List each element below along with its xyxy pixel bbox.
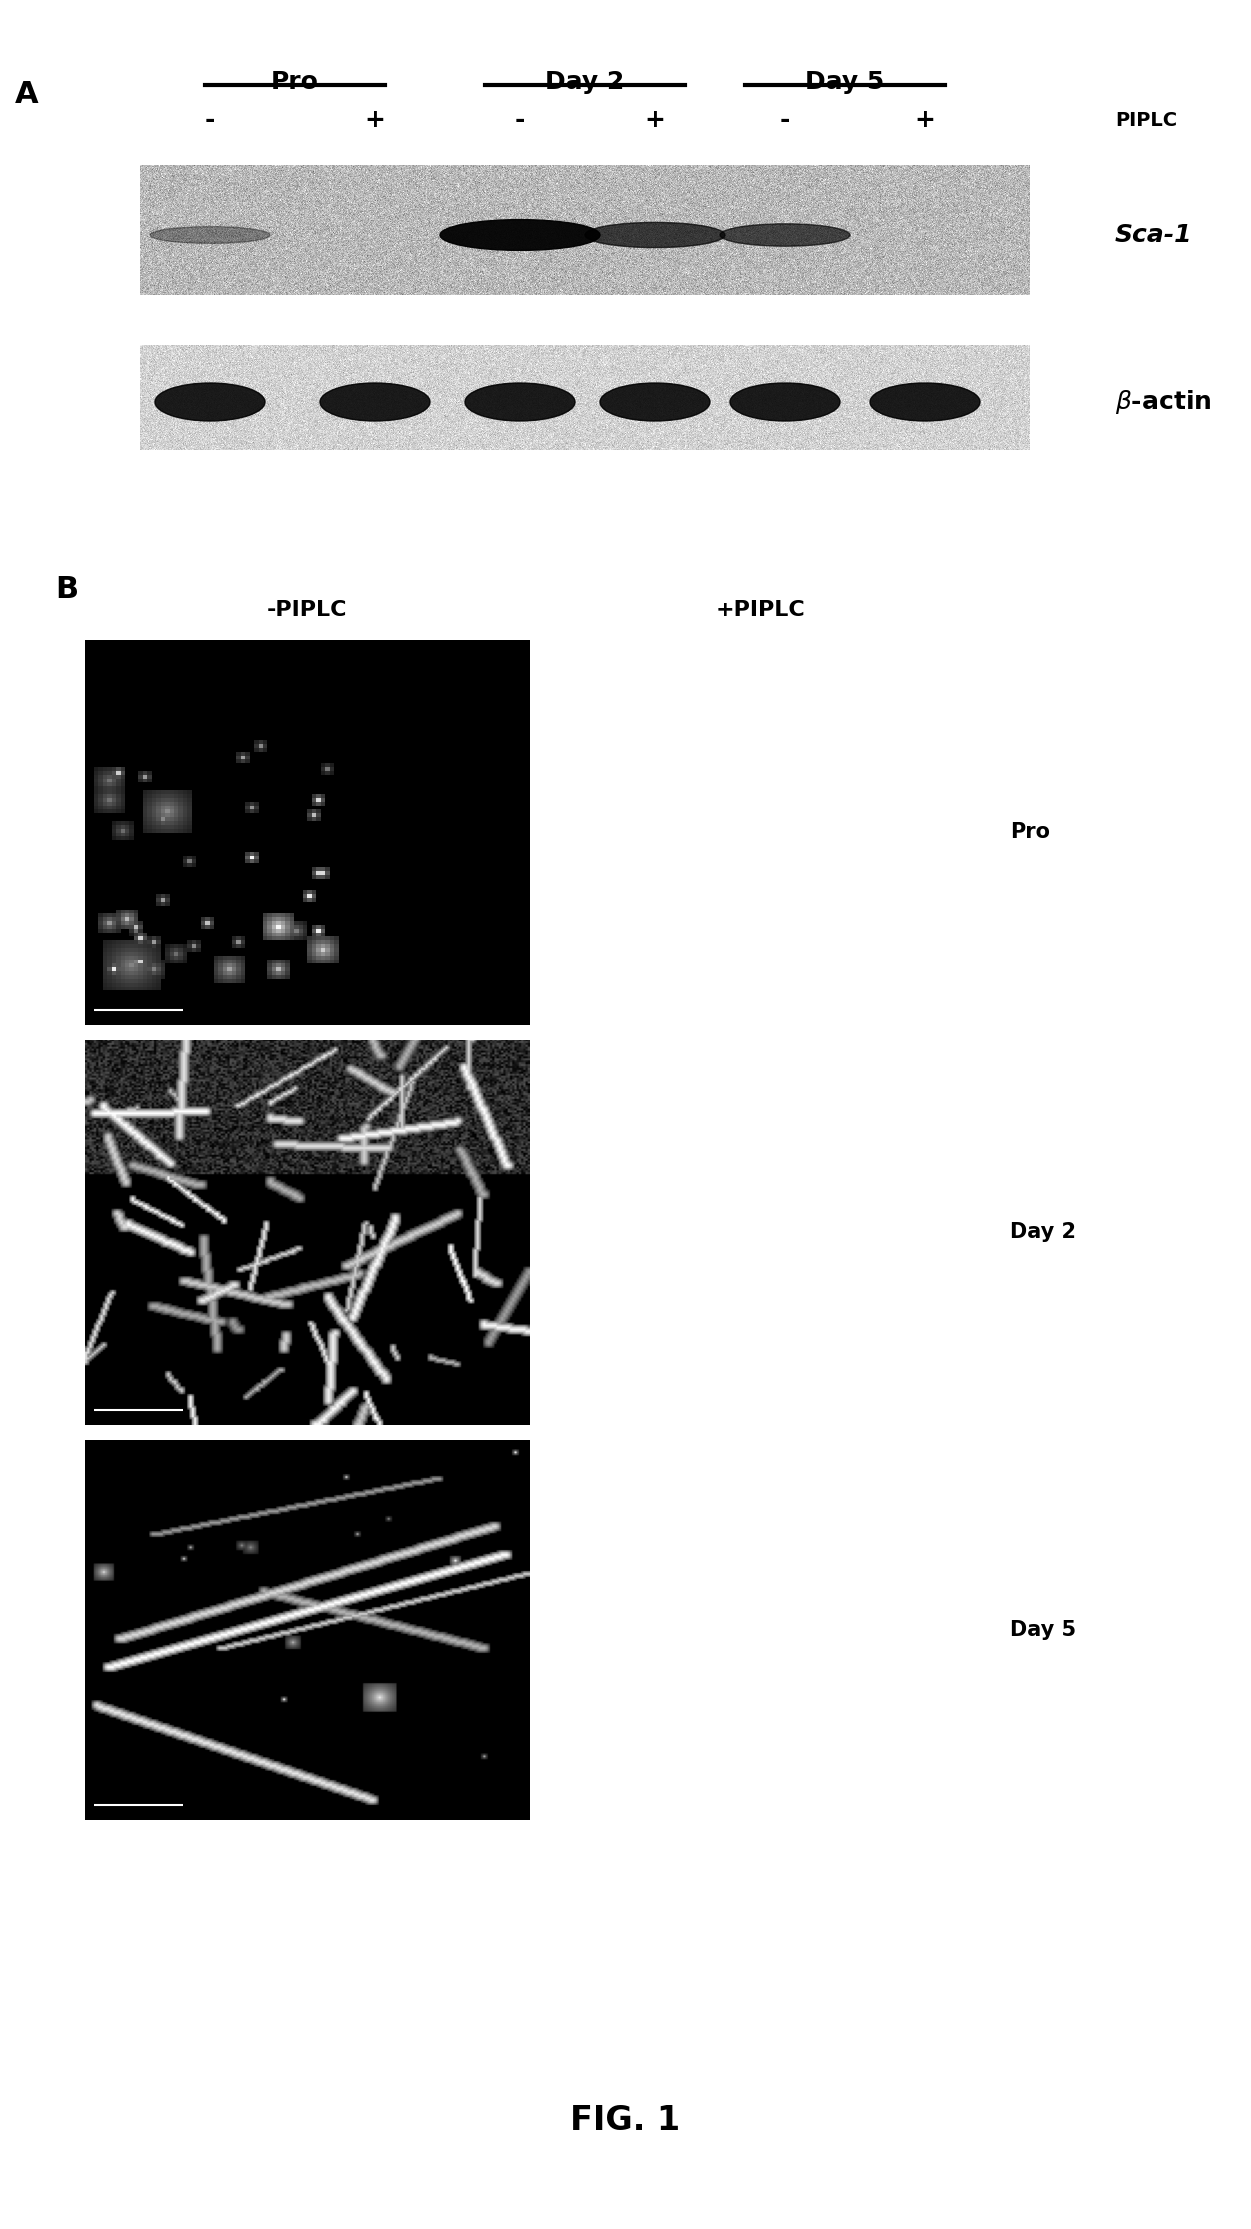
Ellipse shape [721, 223, 849, 245]
Text: FIG. 1: FIG. 1 [570, 2104, 681, 2138]
Text: A: A [15, 80, 39, 109]
Text: +: + [644, 107, 666, 132]
Text: -: - [205, 107, 215, 132]
Ellipse shape [585, 223, 726, 247]
Text: -: - [779, 107, 791, 132]
Text: -PIPLC: -PIPLC [266, 600, 348, 620]
Ellipse shape [320, 383, 430, 421]
Text: +: + [914, 107, 936, 132]
Text: Pro: Pro [1010, 823, 1050, 843]
Text: Day 5: Day 5 [806, 69, 884, 94]
Text: +PIPLC: +PIPLC [716, 600, 804, 620]
Text: Day 2: Day 2 [545, 69, 624, 94]
Ellipse shape [465, 383, 575, 421]
Ellipse shape [600, 383, 711, 421]
Text: B: B [55, 575, 78, 604]
Text: -: - [515, 107, 525, 132]
Text: +: + [364, 107, 385, 132]
Text: Sca-1: Sca-1 [1115, 223, 1192, 247]
Text: PIPLC: PIPLC [1115, 111, 1177, 129]
Ellipse shape [731, 383, 839, 421]
Ellipse shape [440, 221, 600, 250]
Text: Day 2: Day 2 [1010, 1221, 1076, 1242]
Text: Pro: Pro [271, 69, 319, 94]
Text: Day 5: Day 5 [1010, 1620, 1076, 1641]
Ellipse shape [155, 383, 265, 421]
Ellipse shape [150, 227, 270, 243]
Ellipse shape [869, 383, 980, 421]
Text: $\beta$-actin: $\beta$-actin [1115, 388, 1211, 417]
